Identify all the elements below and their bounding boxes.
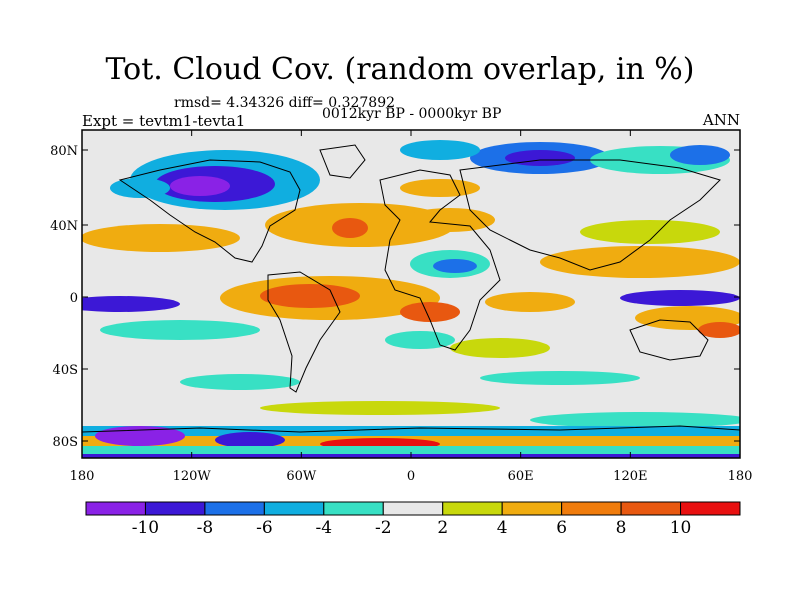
colorbar-label: -2 xyxy=(375,518,392,538)
colorbar-swatch xyxy=(204,501,265,516)
y-tick-label: 80S xyxy=(53,435,78,450)
anomaly-neg-sahara-core xyxy=(433,259,477,273)
x-tick-label: 180 xyxy=(70,469,95,484)
colorbar-swatch xyxy=(442,501,503,516)
colorbar-swatch xyxy=(144,501,206,516)
anomaly-neg-epac xyxy=(82,296,180,312)
x-tick-label: 60W xyxy=(286,469,317,484)
colorbar-label: -10 xyxy=(132,518,159,538)
colorbar-label: 8 xyxy=(616,518,627,538)
anomaly-antarctic-1 xyxy=(82,426,740,436)
period-label: 0012kyr BP - 0000kyr BP xyxy=(322,106,502,122)
anomaly-pos-amazon-core xyxy=(260,284,360,308)
anomaly-neg-ne-core xyxy=(670,145,730,165)
map-title: Tot. Cloud Cov. (random overlap, in %) xyxy=(105,52,695,87)
colorbar-swatch xyxy=(561,501,622,516)
anomaly-neg-so1 xyxy=(180,374,300,390)
anomaly-pos-europe xyxy=(400,179,480,197)
anomaly-neg-arctic xyxy=(400,140,480,160)
experiment-label: Expt = tevtm1-tevta1 xyxy=(82,112,246,130)
colorbar-swatch xyxy=(323,501,384,516)
anomaly-neg-so4 xyxy=(530,412,740,428)
stats-label: rmsd= 4.34326 diff= 0.327892 xyxy=(174,95,396,111)
colorbar-swatch xyxy=(501,501,563,516)
anomaly-pos-australia-core xyxy=(698,322,740,338)
anomaly-neg-spac xyxy=(100,320,260,340)
colorbar-label: 2 xyxy=(437,518,448,538)
x-tick-label: 180 xyxy=(728,469,753,484)
colorbar-swatch xyxy=(620,501,682,516)
anomaly-pos-indian xyxy=(485,292,575,312)
anomaly-pos-med xyxy=(405,208,495,232)
x-tick-label: 60E xyxy=(508,469,534,484)
anomaly-neg-nw xyxy=(110,178,170,198)
anomaly-pos-gulf-guinea xyxy=(400,302,460,322)
y-tick-label: 80N xyxy=(50,144,78,159)
colorbar-swatch xyxy=(382,501,444,516)
colorbar-label: 4 xyxy=(497,518,508,538)
anomaly-neg-na-max xyxy=(170,176,230,196)
y-axis-ticks: 80N 40N 0 40S 80S xyxy=(50,144,740,450)
anomaly-neg-satl xyxy=(385,331,455,349)
x-tick-label: 0 xyxy=(407,469,415,484)
colorbar-label: -6 xyxy=(256,518,273,538)
colorbar-label: -8 xyxy=(197,518,214,538)
anomaly-neg-siberia-core xyxy=(505,150,575,166)
colorbar-label: -4 xyxy=(316,518,333,538)
colorbar-label: 6 xyxy=(556,518,567,538)
x-tick-label: 120W xyxy=(173,469,212,484)
y-tick-label: 0 xyxy=(70,291,78,306)
colorbar-label: 10 xyxy=(670,518,692,538)
anomaly-neg-wpac-eq xyxy=(620,290,740,306)
colorbar-swatch xyxy=(680,501,741,516)
colorbar-swatch xyxy=(85,501,146,516)
y-tick-label: 40N xyxy=(50,219,78,234)
y-tick-label: 40S xyxy=(53,363,78,378)
x-axis-ticks: 180 120W 60W 0 60E 120E 180 xyxy=(70,130,753,484)
anomaly-antarctic-min2 xyxy=(215,432,285,448)
anomaly-field xyxy=(82,130,740,458)
anomaly-pos-sindian xyxy=(450,338,550,358)
x-tick-label: 120E xyxy=(613,469,647,484)
anomaly-neg-so2 xyxy=(480,371,640,385)
colorbar: -10 -8 -6 -4 -2 2 4 6 8 10 xyxy=(85,501,741,538)
colorbar-swatch xyxy=(263,501,325,516)
anomaly-pos-npac xyxy=(82,224,240,252)
season-label: ANN xyxy=(702,111,740,129)
anomaly-pos-natl-core xyxy=(332,218,368,238)
anomaly-pos-so3 xyxy=(260,401,500,415)
anomaly-pos-asia xyxy=(580,220,720,244)
coastlines xyxy=(82,144,740,433)
